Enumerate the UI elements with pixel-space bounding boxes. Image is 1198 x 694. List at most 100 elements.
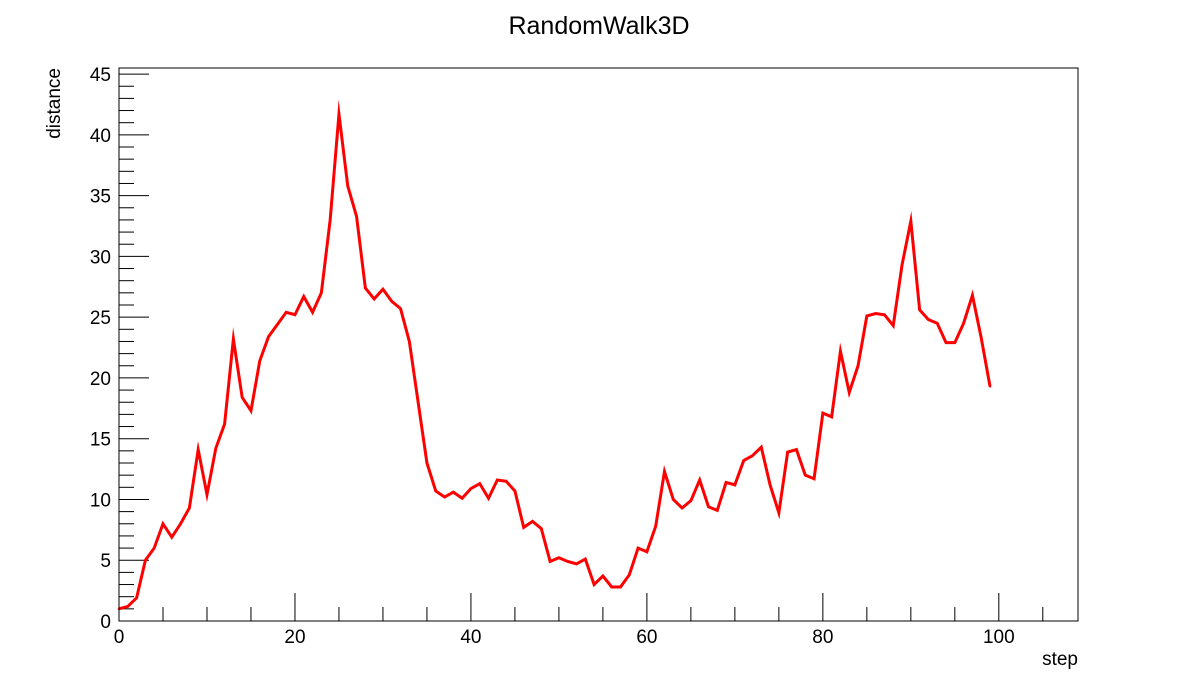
data-point <box>504 480 508 483</box>
data-point <box>408 340 411 343</box>
data-point <box>768 483 772 487</box>
x-tick-label: 40 <box>460 627 481 648</box>
data-point <box>953 341 957 344</box>
data-point <box>144 559 147 562</box>
data-point <box>135 596 138 600</box>
data-point <box>320 291 323 295</box>
data-point <box>566 560 569 563</box>
y-tick-label: 35 <box>90 187 111 208</box>
data-point <box>856 364 860 367</box>
data-point <box>249 409 253 412</box>
data-point <box>161 522 165 525</box>
data-point <box>628 573 631 577</box>
y-tick-label: 10 <box>90 490 111 511</box>
data-point <box>927 318 930 321</box>
data-point <box>645 550 649 553</box>
data-point <box>478 482 481 485</box>
data-point <box>302 295 305 298</box>
data-point <box>786 450 789 454</box>
data-point <box>196 448 200 451</box>
chart-title: RandomWalk3D <box>508 12 689 40</box>
data-point <box>425 461 429 465</box>
data-point <box>223 422 226 426</box>
data-point <box>584 557 587 561</box>
data-point <box>962 322 965 325</box>
data-point <box>531 520 534 523</box>
data-point <box>276 323 279 326</box>
data-point <box>267 335 270 338</box>
data-point <box>742 459 745 462</box>
data-point <box>672 498 675 501</box>
data-point <box>126 605 129 608</box>
data-point <box>390 300 393 303</box>
x-tick-label: 100 <box>983 627 1015 648</box>
y-tick-label: 25 <box>90 308 111 329</box>
data-point <box>883 313 886 316</box>
data-point <box>452 490 455 494</box>
series-layer <box>117 99 992 611</box>
data-point <box>654 525 657 528</box>
data-point <box>214 447 217 450</box>
x-tick-label: 60 <box>636 627 657 648</box>
data-point <box>733 483 737 487</box>
data-point <box>443 495 446 499</box>
data-point <box>812 477 816 480</box>
data-point <box>284 311 288 314</box>
data-point <box>311 311 314 314</box>
data-point <box>839 349 842 353</box>
data-point <box>399 307 402 310</box>
data-point <box>707 505 710 508</box>
data-point <box>487 497 490 500</box>
data-point <box>971 294 974 297</box>
data-point <box>821 411 825 415</box>
y-tick-label: 20 <box>90 369 111 390</box>
data-point <box>795 448 798 451</box>
data-point <box>636 546 640 550</box>
data-point <box>540 527 543 530</box>
data-point <box>892 324 895 327</box>
data-point <box>724 481 728 484</box>
data-point <box>680 506 684 510</box>
x-tick-label: 20 <box>284 627 305 648</box>
y-axis-label: distance <box>44 68 65 139</box>
data-point <box>364 286 367 290</box>
data-point <box>232 337 235 341</box>
data-point <box>179 522 182 525</box>
data-point <box>698 478 701 482</box>
y-tick-label: 30 <box>90 247 111 268</box>
data-point <box>434 489 437 493</box>
data-point <box>355 215 358 218</box>
y-tick-label: 45 <box>90 65 111 86</box>
data-point <box>663 470 666 473</box>
x-axis-label: step <box>1042 649 1078 670</box>
data-point <box>469 487 473 490</box>
data-point <box>830 415 833 419</box>
data-point <box>936 322 939 325</box>
data-point <box>760 446 763 449</box>
data-point <box>372 297 376 301</box>
data-point <box>865 314 869 318</box>
data-point <box>240 396 244 399</box>
data-point <box>601 574 605 578</box>
data-point <box>909 219 913 223</box>
data-point <box>804 473 807 477</box>
data-point <box>416 401 420 404</box>
data-point <box>258 359 261 363</box>
data-point <box>944 341 948 344</box>
data-point <box>381 288 385 291</box>
data-point <box>205 493 209 496</box>
data-point <box>575 562 578 566</box>
data-point <box>689 499 693 502</box>
data-point <box>874 312 877 315</box>
data-point <box>716 509 719 512</box>
data-point <box>619 585 622 589</box>
data-point <box>592 583 596 586</box>
y-tick-label: 40 <box>90 126 111 147</box>
data-point <box>522 526 525 529</box>
data-point <box>337 112 341 116</box>
x-tick-label: 80 <box>812 627 833 648</box>
data-point <box>980 336 983 340</box>
x-tick-label: 0 <box>114 627 125 648</box>
